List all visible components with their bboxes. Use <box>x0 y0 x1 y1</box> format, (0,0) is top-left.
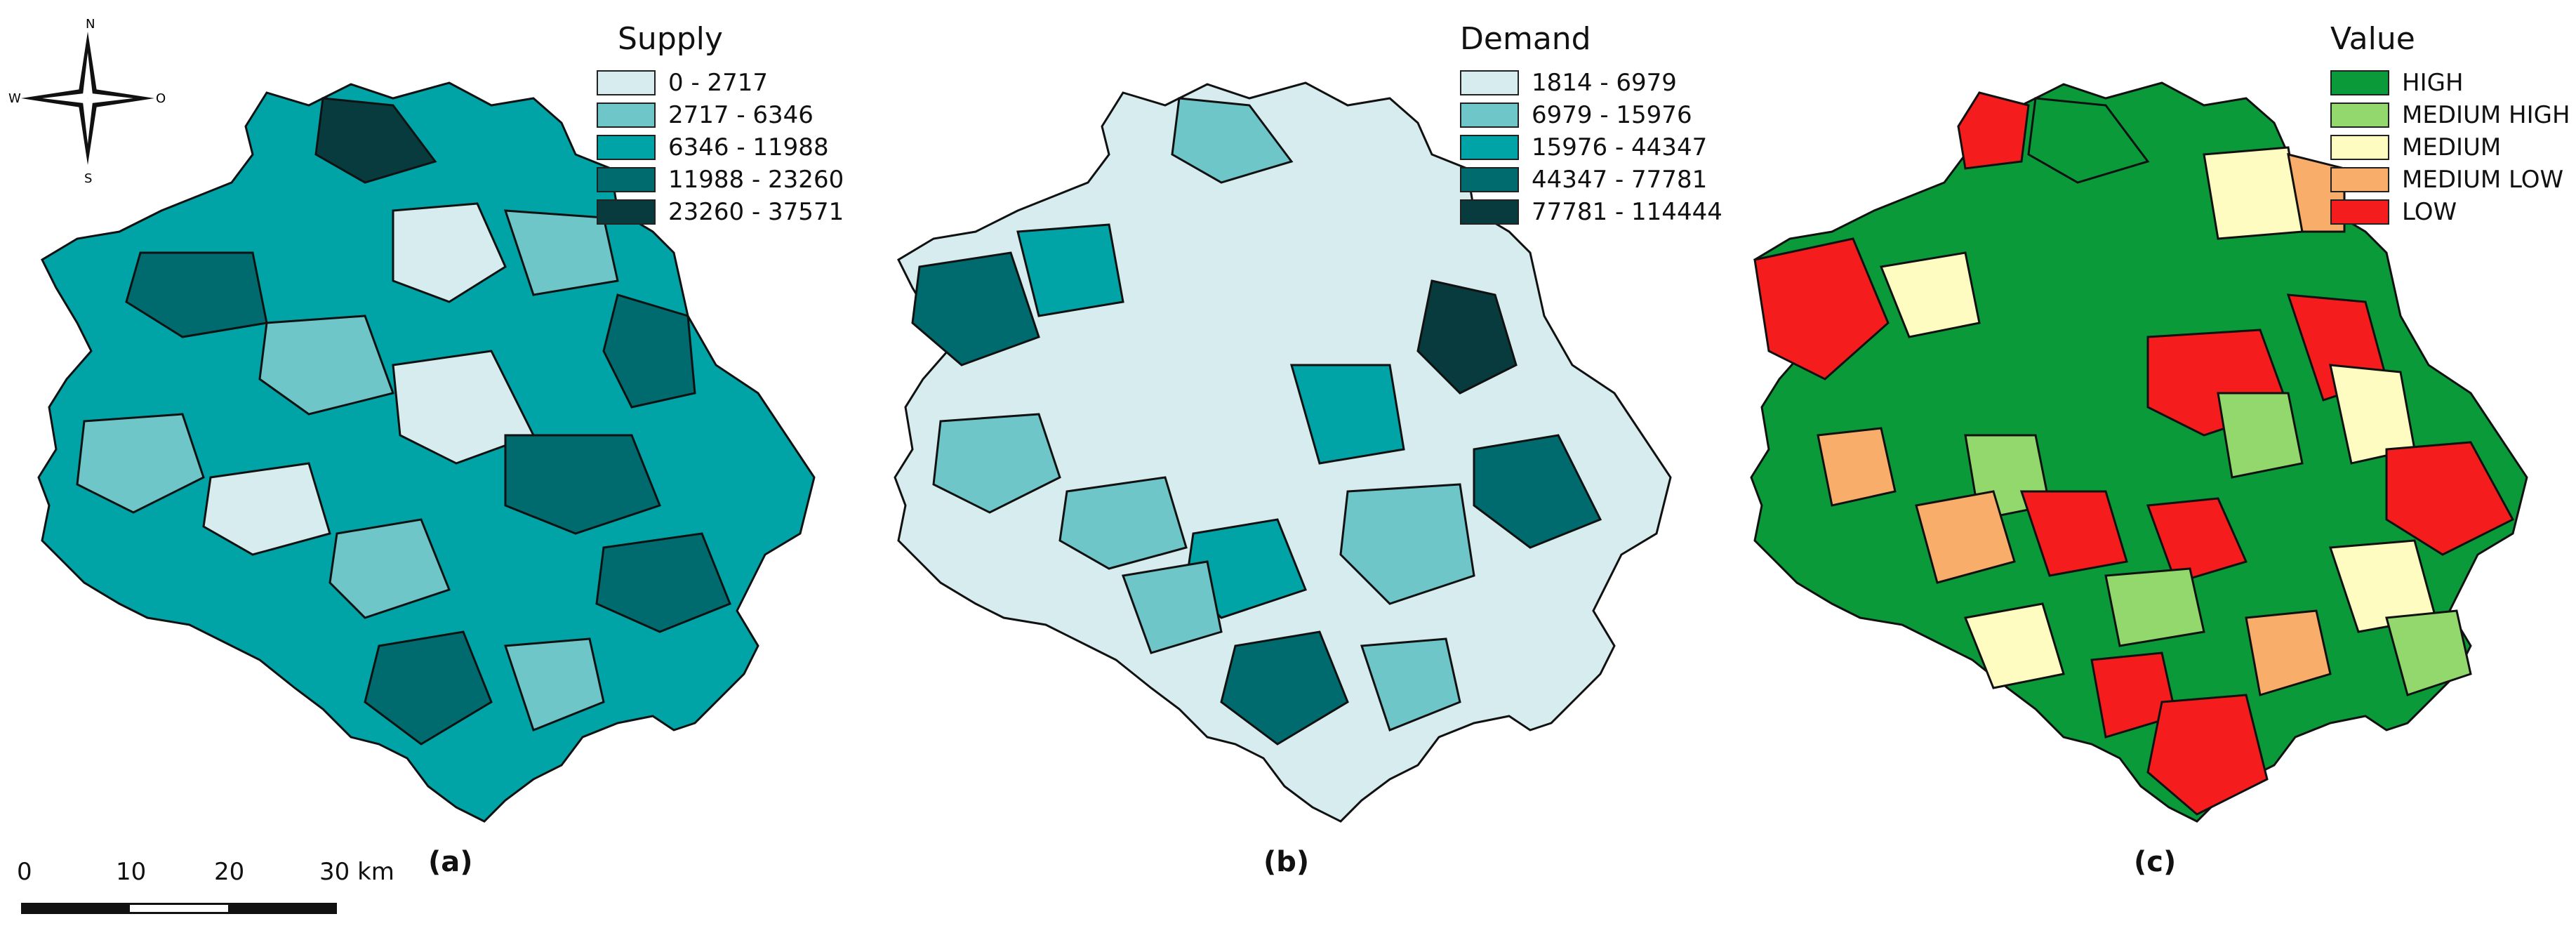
legend-label: MEDIUM <box>2402 133 2502 161</box>
scale-tick-20: 20 <box>214 858 245 886</box>
legend-title-value: Value <box>2330 21 2415 57</box>
legend-swatch <box>597 70 656 95</box>
legend-item: LOW <box>2330 198 2457 226</box>
legend-swatch <box>1460 199 1519 225</box>
legend-item: HIGH <box>2330 69 2464 97</box>
compass-rose: N S W O <box>8 17 166 186</box>
map-panel-c <box>1750 81 2528 823</box>
legend-swatch <box>2330 70 2389 95</box>
legend-swatch <box>2330 199 2389 225</box>
legend-swatch <box>597 199 656 225</box>
scale-tick-0: 0 <box>17 858 32 886</box>
legend-label: LOW <box>2402 198 2457 226</box>
legend-item: 2717 - 6346 <box>597 101 814 129</box>
compass-east-label: O <box>156 91 166 106</box>
legend-label: 77781 - 114444 <box>1532 198 1722 226</box>
panel-label-b: (b) <box>1263 846 1310 878</box>
legend-label: 6979 - 15976 <box>1532 101 1692 129</box>
legend-label: 44347 - 77781 <box>1532 166 1708 194</box>
legend-swatch <box>2330 135 2389 160</box>
legend-label: 23260 - 37571 <box>668 198 844 226</box>
legend-item: 44347 - 77781 <box>1460 166 1707 194</box>
legend-label: 6346 - 11988 <box>668 133 829 161</box>
legend-item: 1814 - 6979 <box>1460 69 1677 97</box>
scale-bar <box>21 903 337 914</box>
legend-item: 15976 - 44347 <box>1460 133 1707 161</box>
legend-title-demand: Demand <box>1460 21 1591 57</box>
legend-label: 15976 - 44347 <box>1532 133 1708 161</box>
legend-swatch <box>1460 167 1519 192</box>
legend-swatch <box>1460 102 1519 128</box>
legend-swatch <box>2330 102 2389 128</box>
legend-item: 77781 - 114444 <box>1460 198 1722 226</box>
legend-item: 23260 - 37571 <box>597 198 844 226</box>
legend-item: 11988 - 23260 <box>597 166 844 194</box>
legend-item: MEDIUM HIGH <box>2330 101 2570 129</box>
legend-item: MEDIUM <box>2330 133 2501 161</box>
legend-swatch <box>1460 135 1519 160</box>
legend-item: 6979 - 15976 <box>1460 101 1692 129</box>
legend-swatch <box>597 135 656 160</box>
legend-label: HIGH <box>2402 69 2464 97</box>
legend-swatch <box>2330 167 2389 192</box>
legend-label: 1814 - 6979 <box>1532 69 1677 97</box>
compass-west-label: W <box>8 91 21 106</box>
map-panel-a <box>37 81 816 823</box>
legend-item: 0 - 2717 <box>597 69 768 97</box>
legend-item: MEDIUM LOW <box>2330 166 2563 194</box>
panel-label-a: (a) <box>428 846 473 878</box>
legend-swatch <box>1460 70 1519 95</box>
panel-label-c: (c) <box>2134 846 2177 878</box>
scale-tick-10: 10 <box>116 858 147 886</box>
legend-label: 0 - 2717 <box>668 69 769 97</box>
compass-south-label: S <box>84 171 92 186</box>
legend-item: 6346 - 11988 <box>597 133 829 161</box>
compass-north-label: N <box>86 17 95 32</box>
map-panel-b <box>894 81 1672 823</box>
legend-title-supply: Supply <box>618 21 723 57</box>
legend-swatch <box>597 102 656 128</box>
scale-tick-30km: 30 km <box>319 858 394 886</box>
legend-swatch <box>597 167 656 192</box>
legend-label: 11988 - 23260 <box>668 166 844 194</box>
legend-label: MEDIUM HIGH <box>2402 101 2570 129</box>
legend-label: MEDIUM LOW <box>2402 166 2564 194</box>
legend-label: 2717 - 6346 <box>668 101 814 129</box>
